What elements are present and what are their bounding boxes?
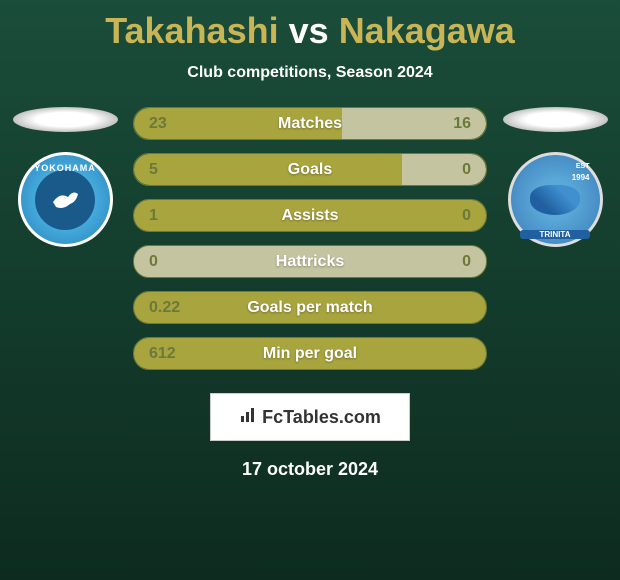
stat-label: Goals bbox=[288, 161, 332, 179]
stat-bar-min-per-goal: 612 Min per goal bbox=[133, 337, 487, 370]
stat-bar-goals-per-match: 0.22 Goals per match bbox=[133, 291, 487, 324]
right-crest-banner: TRINITA bbox=[520, 230, 590, 239]
right-crest-column: EST 1994 TRINITA bbox=[495, 107, 615, 247]
vs-text: vs bbox=[289, 10, 329, 51]
player1-name: Takahashi bbox=[105, 10, 278, 51]
stat-label: Matches bbox=[278, 115, 342, 133]
chart-icon bbox=[239, 406, 257, 429]
left-ellipse-decoration bbox=[13, 107, 118, 132]
wave-icon bbox=[530, 185, 580, 215]
right-team-crest: EST 1994 TRINITA bbox=[508, 152, 603, 247]
left-crest-column: YOKOHAMA bbox=[5, 107, 125, 247]
subtitle: Club competitions, Season 2024 bbox=[0, 64, 620, 82]
stat-label: Hattricks bbox=[276, 253, 344, 271]
right-crest-est: EST bbox=[576, 163, 590, 170]
right-crest-year: 1994 bbox=[572, 173, 590, 182]
fctables-text: FcTables.com bbox=[262, 407, 381, 428]
stat-right-value: 0 bbox=[462, 161, 471, 179]
fctables-logo[interactable]: FcTables.com bbox=[210, 393, 410, 441]
stat-left-value: 1 bbox=[149, 207, 158, 225]
stat-right-value: 0 bbox=[462, 207, 471, 225]
stat-bar-matches: 23 Matches 16 bbox=[133, 107, 487, 140]
bird-icon bbox=[48, 182, 83, 217]
main-content: YOKOHAMA 23 Matches 16 5 Goals 0 1 Assists 0 0 Hat… bbox=[0, 107, 620, 383]
stat-fill-right bbox=[402, 154, 486, 185]
player2-name: Nakagawa bbox=[339, 10, 515, 51]
left-team-crest: YOKOHAMA bbox=[18, 152, 113, 247]
stat-bar-goals: 5 Goals 0 bbox=[133, 153, 487, 186]
stat-label: Goals per match bbox=[247, 299, 372, 317]
stat-left-value: 23 bbox=[149, 115, 167, 133]
stat-fill-left bbox=[134, 154, 402, 185]
stats-column: 23 Matches 16 5 Goals 0 1 Assists 0 0 Hattricks 0 0.… bbox=[125, 107, 495, 383]
right-ellipse-decoration bbox=[503, 107, 608, 132]
left-crest-text: YOKOHAMA bbox=[34, 163, 96, 173]
comparison-title: Takahashi vs Nakagawa bbox=[0, 0, 620, 52]
stat-bar-hattricks: 0 Hattricks 0 bbox=[133, 245, 487, 278]
stat-left-value: 0 bbox=[149, 253, 158, 271]
left-crest-inner bbox=[35, 170, 95, 230]
stat-left-value: 612 bbox=[149, 345, 176, 363]
stat-bar-assists: 1 Assists 0 bbox=[133, 199, 487, 232]
stat-label: Assists bbox=[282, 207, 339, 225]
stat-left-value: 5 bbox=[149, 161, 158, 179]
stat-label: Min per goal bbox=[263, 345, 357, 363]
stat-right-value: 16 bbox=[453, 115, 471, 133]
right-crest-inner: EST 1994 bbox=[528, 172, 583, 227]
stat-right-value: 0 bbox=[462, 253, 471, 271]
stat-left-value: 0.22 bbox=[149, 299, 180, 317]
footer-date: 17 october 2024 bbox=[0, 459, 620, 480]
